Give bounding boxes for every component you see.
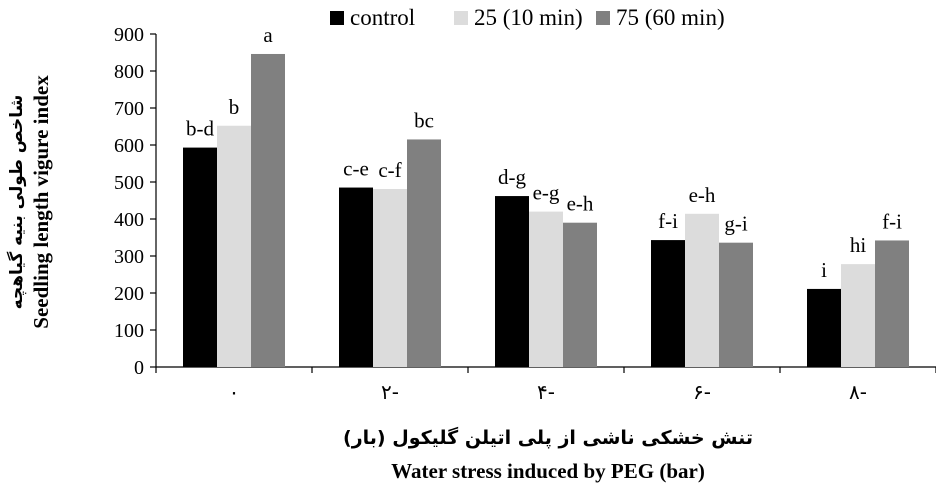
y-tick-label: 400 (114, 209, 144, 231)
y-axis-title-english: Seedling length vigure index (29, 75, 53, 329)
data-label: e-g (533, 181, 560, 205)
data-label: b (229, 95, 240, 119)
bar (339, 187, 373, 367)
bar (875, 240, 909, 367)
bar (563, 222, 597, 367)
bar (841, 264, 875, 367)
y-tick-label: 200 (114, 283, 144, 305)
data-label: g-i (724, 212, 747, 236)
data-label: f-i (658, 209, 678, 233)
x-category-label: ۴- (537, 380, 555, 404)
bar (719, 242, 753, 367)
y-tick-label: 600 (114, 135, 144, 157)
y-axis: 0 100 200 300 400 500 600 700 800 900 (114, 24, 157, 379)
legend-swatch (330, 11, 344, 25)
data-label: bc (414, 108, 434, 132)
data-label: a (263, 23, 273, 47)
y-tick-label: 0 (134, 357, 144, 379)
data-label: c-e (343, 157, 369, 181)
data-label: e-h (567, 192, 594, 216)
data-label: hi (850, 233, 867, 257)
data-label: b-d (186, 117, 214, 141)
bar (183, 147, 217, 367)
bars (183, 53, 909, 367)
legend-swatch (596, 11, 610, 25)
x-category-label: ۸- (849, 380, 867, 404)
data-labels: b-d b a c-e c-f bc d-g e-g e-h f-i e-h g-i ihi f-i (186, 23, 902, 282)
legend-label: 25 (10 min) (474, 5, 583, 30)
bar (251, 53, 285, 367)
data-label: d-g (498, 165, 526, 189)
bar (685, 213, 719, 367)
y-tick-label: 300 (114, 246, 144, 268)
bar (807, 288, 841, 367)
y-tick-label: 100 (114, 320, 144, 342)
data-label: i (821, 258, 827, 282)
legend: control 25 (10 min) 75 (60 min) (330, 5, 725, 30)
bar (373, 189, 407, 367)
bar (495, 196, 529, 367)
bar (651, 240, 685, 367)
x-axis-title-persian: تنش خشکی ناشی از پلی اتیلن گلیکول (بار) (343, 426, 753, 449)
x-category-label: ۲- (381, 380, 399, 404)
y-tick-label: 800 (114, 61, 144, 83)
x-category-label: ۶- (693, 380, 711, 404)
bar (407, 139, 441, 367)
legend-label: control (350, 5, 415, 30)
y-tick-label: 500 (114, 172, 144, 194)
x-category-label: ۰ (229, 380, 240, 404)
x-axis: ۰ ۲- ۴- ۶- ۸- (155, 366, 936, 404)
data-label: f-i (882, 209, 902, 233)
x-axis-title-english: Water stress induced by PEG (bar) (391, 459, 705, 483)
data-label: e-h (689, 183, 716, 207)
y-tick-label: 700 (114, 98, 144, 120)
legend-label: 75 (60 min) (616, 5, 725, 30)
bar (529, 211, 563, 367)
bar (217, 125, 251, 367)
y-tick-label: 900 (114, 24, 144, 46)
legend-swatch (454, 11, 468, 25)
y-axis-title-persian: شاخص طولی بنیه گیاهچه (6, 95, 27, 310)
data-label: c-f (378, 158, 401, 182)
